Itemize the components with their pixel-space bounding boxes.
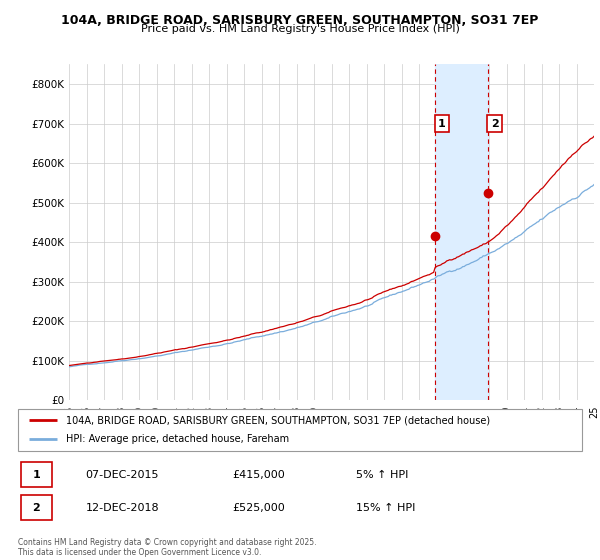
Bar xyxy=(21,462,52,487)
Bar xyxy=(21,495,52,520)
Text: Contains HM Land Registry data © Crown copyright and database right 2025.
This d: Contains HM Land Registry data © Crown c… xyxy=(18,538,317,557)
Text: 5% ↑ HPI: 5% ↑ HPI xyxy=(356,470,409,480)
Text: 2: 2 xyxy=(491,119,499,129)
Text: £415,000: £415,000 xyxy=(232,470,285,480)
Text: 1: 1 xyxy=(438,119,446,129)
Text: HPI: Average price, detached house, Fareham: HPI: Average price, detached house, Fare… xyxy=(66,435,289,445)
Text: 1: 1 xyxy=(32,470,40,480)
Text: 12-DEC-2018: 12-DEC-2018 xyxy=(86,502,160,512)
Text: £525,000: £525,000 xyxy=(232,502,285,512)
Bar xyxy=(435,64,488,400)
Text: Price paid vs. HM Land Registry's House Price Index (HPI): Price paid vs. HM Land Registry's House … xyxy=(140,24,460,34)
Text: 104A, BRIDGE ROAD, SARISBURY GREEN, SOUTHAMPTON, SO31 7EP (detached house): 104A, BRIDGE ROAD, SARISBURY GREEN, SOUT… xyxy=(66,415,490,425)
Text: 15% ↑ HPI: 15% ↑ HPI xyxy=(356,502,416,512)
Text: 104A, BRIDGE ROAD, SARISBURY GREEN, SOUTHAMPTON, SO31 7EP: 104A, BRIDGE ROAD, SARISBURY GREEN, SOUT… xyxy=(61,14,539,27)
Text: 07-DEC-2015: 07-DEC-2015 xyxy=(86,470,159,480)
Text: 2: 2 xyxy=(32,502,40,512)
